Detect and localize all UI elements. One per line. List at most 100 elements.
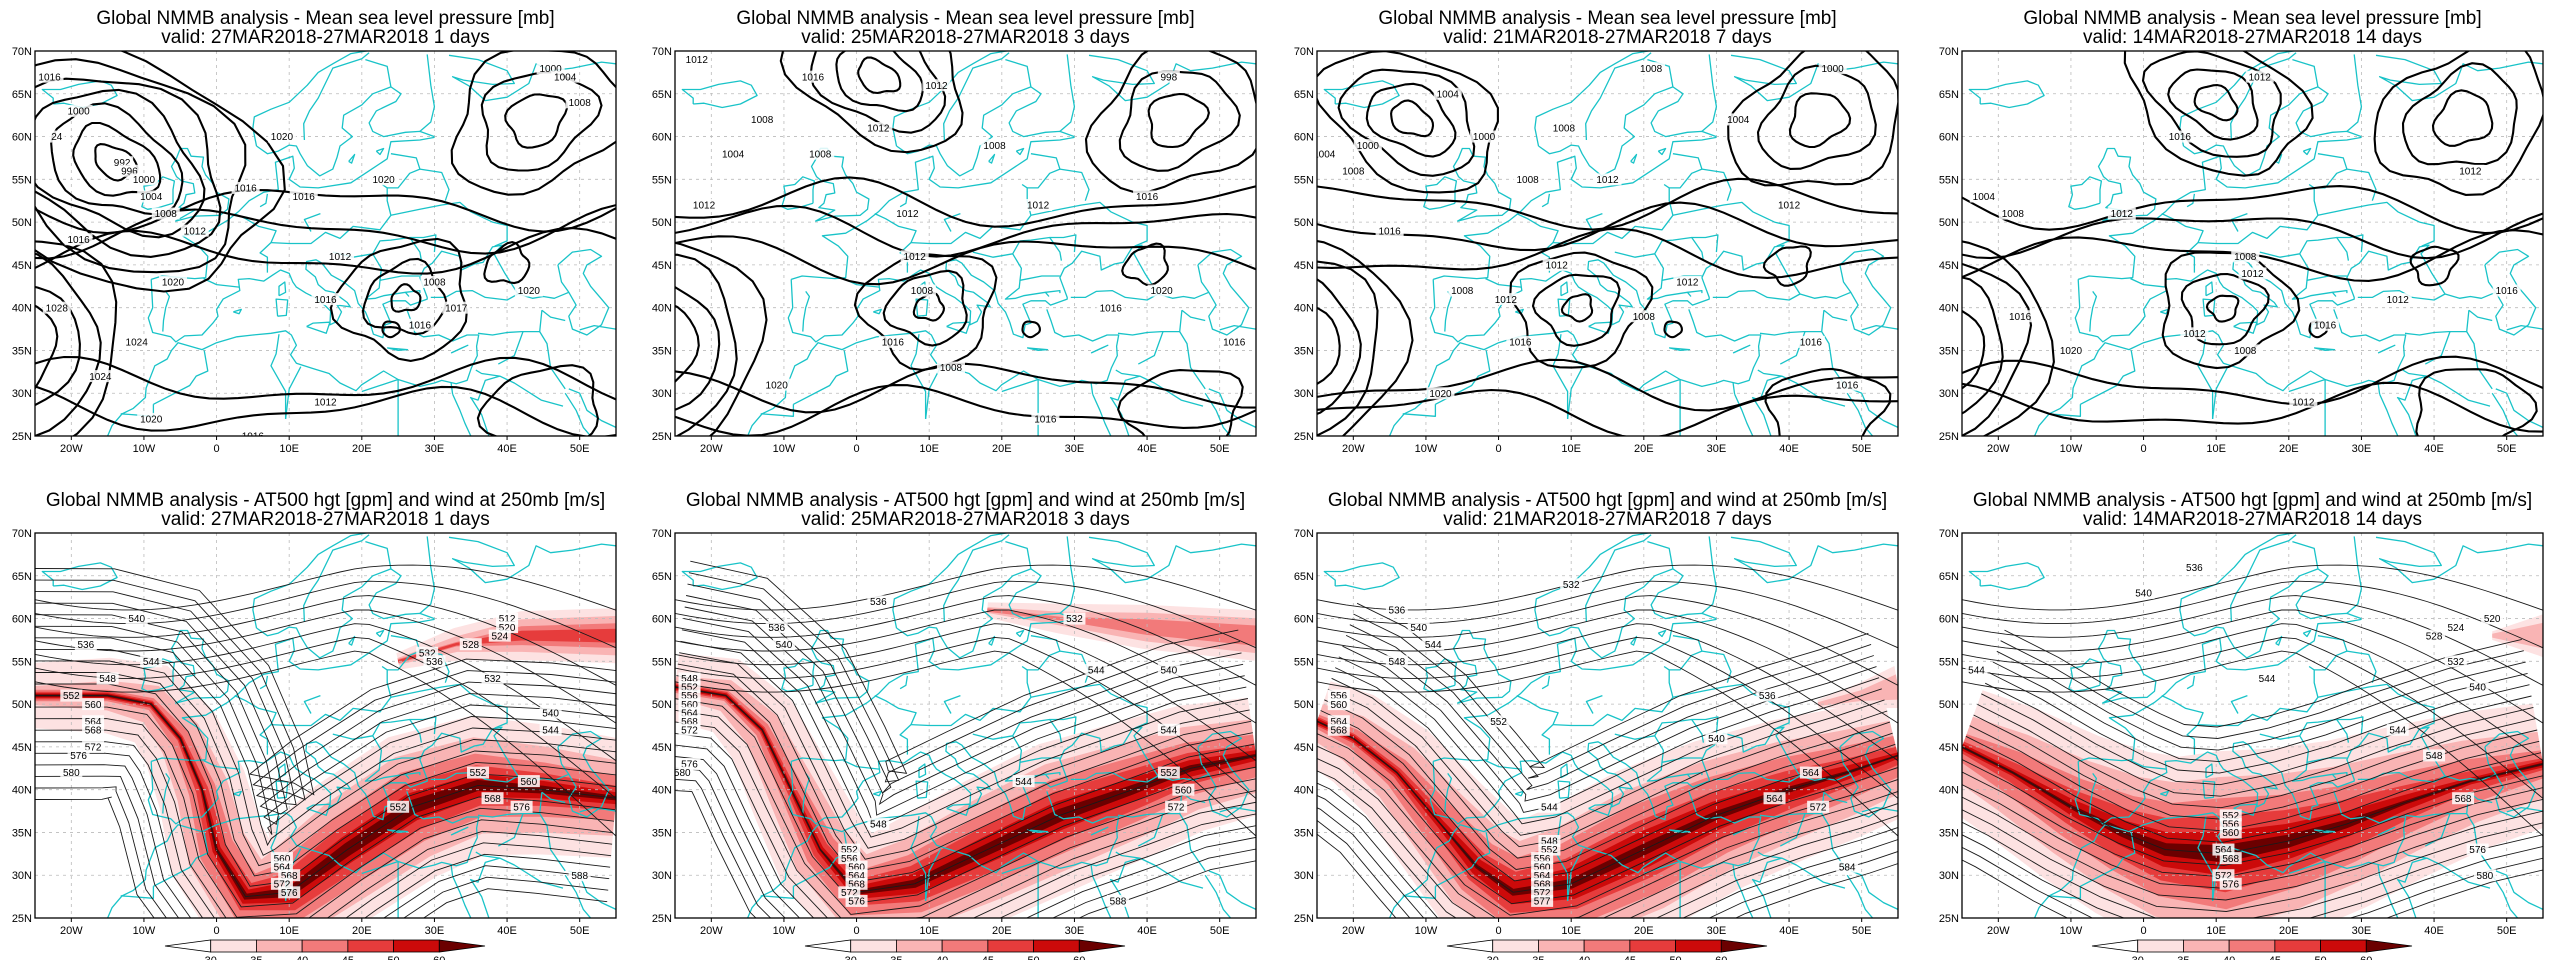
contour-label: 1016: [67, 235, 90, 246]
longitude-tick-label: 30E: [2352, 925, 2372, 937]
longitude-tick-label: 10W: [1415, 925, 1438, 937]
height-contour: [35, 579, 616, 801]
contour-label: 568: [681, 717, 698, 728]
country-border: [1137, 331, 1164, 365]
country-border: [365, 58, 392, 88]
isobar: [1788, 92, 1852, 149]
latitude-tick-label: 35N: [1294, 345, 1314, 357]
coastline: [1846, 874, 1874, 918]
coastline: [2097, 147, 2157, 222]
height-contour: [1996, 650, 2526, 751]
isobar: [1117, 369, 1244, 436]
panel-valid-period: valid: 14MAR2018-27MAR2018 14 days: [2083, 27, 2422, 48]
contour-label: 1012: [1495, 295, 1518, 306]
coastline: [448, 536, 616, 584]
coastline: [2495, 870, 2543, 910]
longitude-tick-label: 0: [854, 925, 860, 937]
coastline: [1732, 344, 1751, 354]
country-border: [2288, 378, 2326, 393]
country-border: [1687, 289, 1703, 294]
height-contour: [688, 572, 1240, 783]
coastline: [147, 244, 519, 343]
coastline: [1557, 780, 1571, 799]
country-border: [2230, 534, 2297, 623]
contour-label: 548: [870, 820, 887, 831]
coastline: [747, 791, 1120, 918]
wind-speed-band: [1317, 717, 1898, 913]
longitude-tick-label: 10W: [1415, 443, 1438, 455]
coastline: [1732, 864, 1736, 877]
panel-valid-period: valid: 25MAR2018-27MAR2018 3 days: [801, 509, 1129, 530]
contour-label: 524: [491, 631, 508, 642]
latitude-tick-label: 25N: [12, 431, 32, 443]
colorbar-tick-label: 30: [205, 955, 217, 960]
coastline: [1538, 568, 1717, 659]
isobar: [1084, 51, 1256, 194]
isobar: [1727, 51, 1898, 187]
coastline: [256, 568, 435, 659]
longitude-tick-label: 10E: [919, 925, 939, 937]
coastline: [470, 397, 490, 436]
contour-label: 572: [2215, 871, 2232, 882]
height-contour: [35, 602, 616, 815]
longitude-tick-label: 30E: [425, 925, 445, 937]
height-contour: [675, 698, 1256, 904]
country-border: [1585, 52, 1652, 141]
coastline: [2495, 388, 2543, 428]
country-border: [419, 54, 436, 132]
longitude-tick-label: 10W: [133, 443, 156, 455]
map-background: [1317, 51, 1898, 436]
coastline: [1389, 791, 1762, 918]
country-border: [1001, 860, 1039, 875]
country-border: [2424, 331, 2451, 365]
latitude-tick-label: 25N: [1294, 913, 1314, 925]
isobar: [1121, 242, 1169, 287]
colorbar-tick-label: 40: [296, 955, 308, 960]
contour-label: 1000: [540, 64, 563, 75]
country-border: [1821, 813, 1848, 872]
coastline: [1015, 629, 1025, 638]
coastline: [2160, 790, 2169, 797]
latitude-tick-label: 40N: [1939, 303, 1959, 315]
contour-label: 560: [274, 854, 291, 865]
isobar-lines: [1317, 51, 1898, 436]
coastline: [2491, 874, 2519, 918]
contour-label: 1012: [867, 124, 890, 135]
coastline: [1389, 309, 1762, 436]
contour-label: 1016: [1836, 380, 1859, 391]
country-border: [2396, 375, 2427, 401]
longitude-tick-label: 0: [2141, 925, 2147, 937]
map-panel-z500-7: Global NMMB analysis - AT500 hgt [gpm] a…: [1294, 490, 1899, 960]
contour-label: 1000: [1822, 64, 1845, 75]
panel-title: Global NMMB analysis - Mean sea level pr…: [2023, 8, 2481, 29]
country-border: [1485, 760, 1522, 770]
contour-label: 1012: [1778, 201, 1801, 212]
longitude-tick-label: 30E: [2352, 443, 2372, 455]
coastline: [2379, 875, 2399, 918]
contour-label: 584: [1839, 862, 1856, 873]
country-border: [259, 193, 269, 208]
contour-label: 576: [848, 897, 865, 908]
height-contour: [35, 796, 608, 918]
height-contour: [675, 595, 1256, 686]
contour-label: 564: [274, 862, 291, 873]
latitude-tick-label: 60N: [12, 614, 32, 626]
country-border: [760, 404, 795, 417]
map-frame: [1316, 50, 1899, 437]
country-border: [2230, 694, 2248, 714]
contour-label: 544: [1541, 802, 1558, 813]
coastline: [2397, 879, 2417, 918]
colorbar-tick-label: 35: [1532, 955, 1544, 960]
contour-label: 1016: [1223, 338, 1246, 349]
contour-label: 1004: [1437, 89, 1460, 100]
contour-label: 1008: [569, 98, 592, 109]
coastline: [2034, 309, 2407, 436]
height-contour: [35, 623, 616, 762]
contour-label: 560: [2222, 828, 2239, 839]
country-border: [469, 375, 500, 401]
latitude-tick-label: 25N: [652, 913, 672, 925]
isobar: [809, 51, 947, 134]
height-contour: [675, 636, 1256, 799]
contour-label: 552: [2222, 811, 2239, 822]
contour-label: 1012: [2459, 166, 2482, 177]
